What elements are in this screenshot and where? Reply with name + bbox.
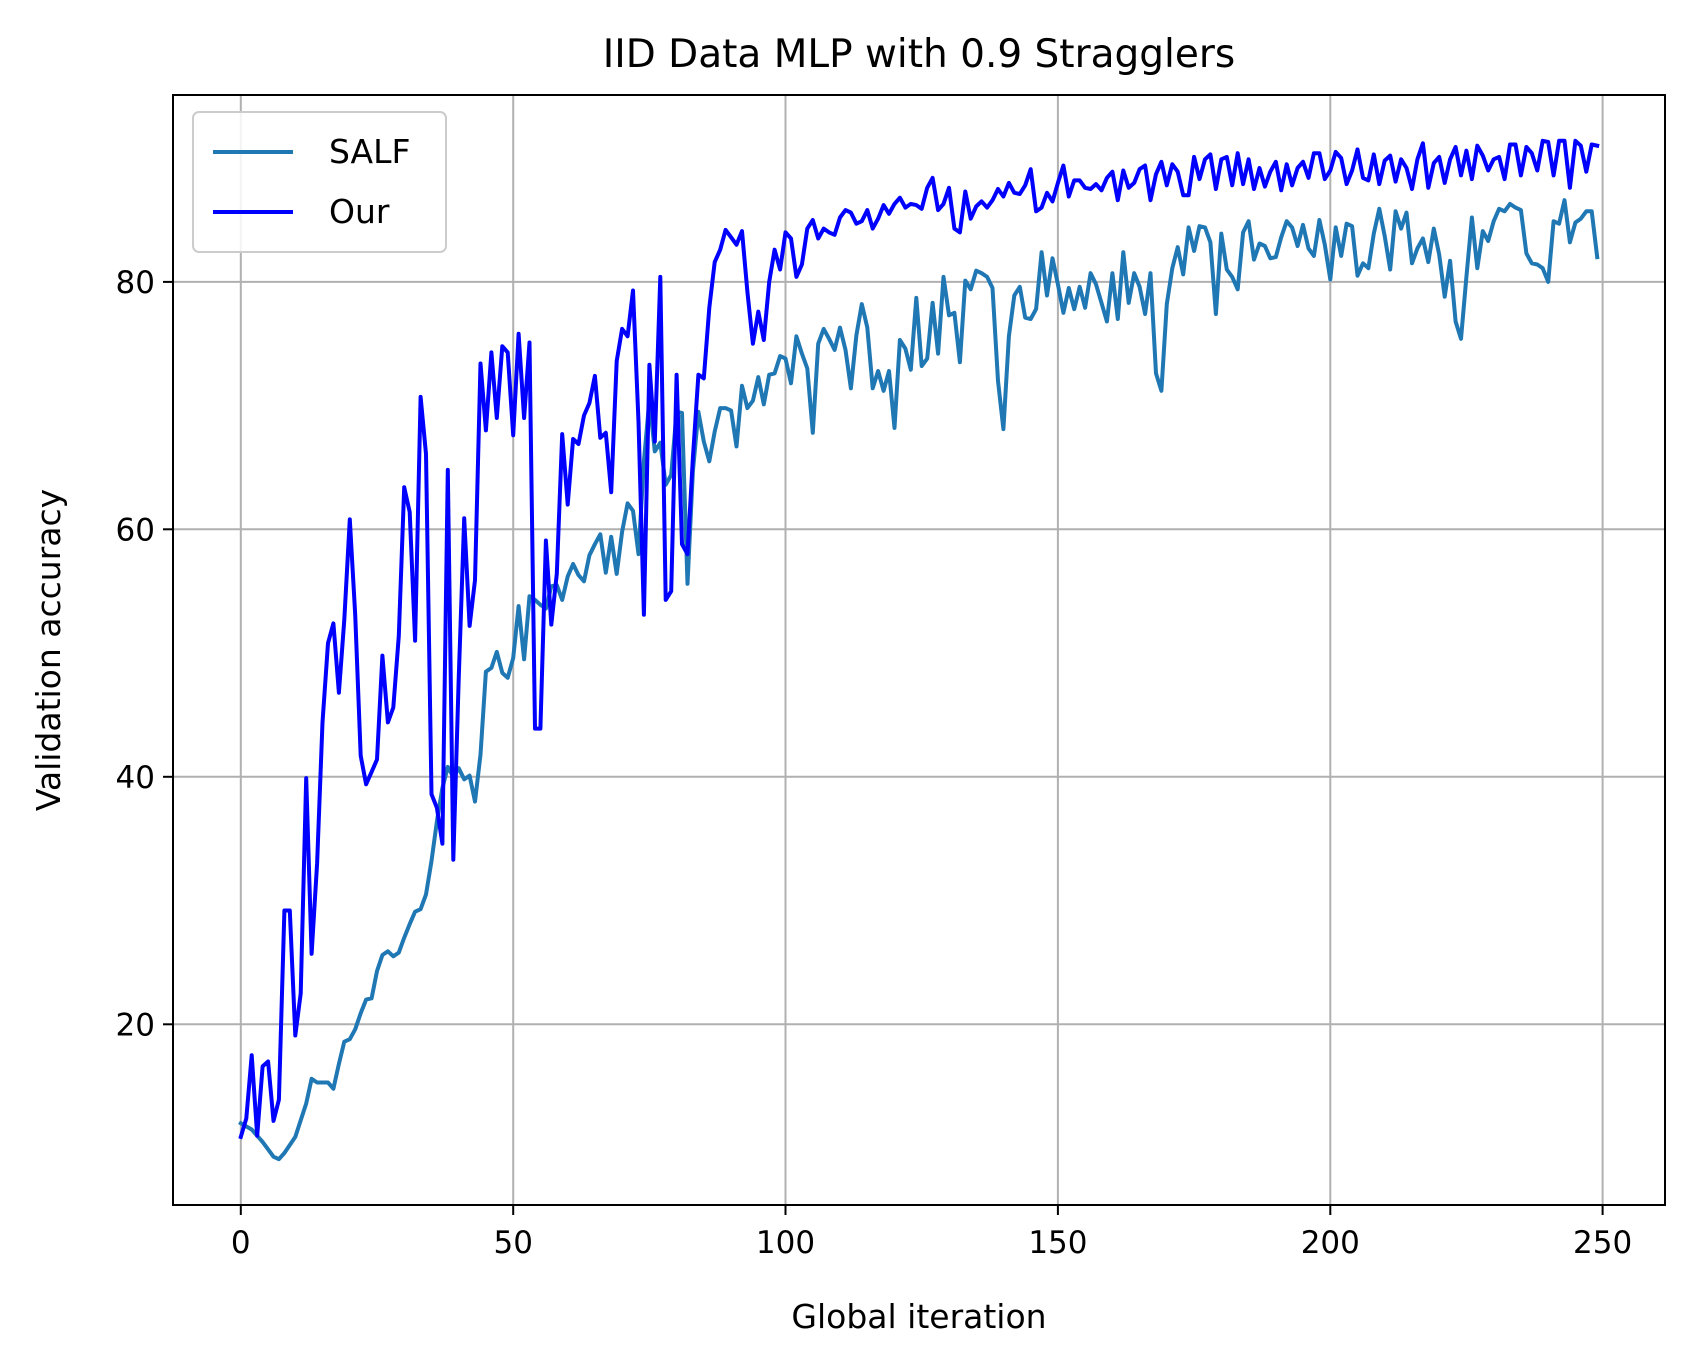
y-tick-label: 20	[116, 1007, 155, 1043]
x-tick-label: 0	[231, 1225, 251, 1261]
x-axis-ticks: 0 50 100 150 200 250	[231, 1205, 1632, 1261]
x-tick-label: 100	[756, 1225, 815, 1261]
x-tick-label: 150	[1028, 1225, 1087, 1261]
y-tick-label: 60	[116, 512, 155, 548]
series-line-salf	[238, 198, 1600, 1162]
x-tick-label: 50	[493, 1225, 532, 1261]
y-axis-ticks: 20 40 60 80	[116, 265, 173, 1043]
legend-box	[192, 111, 447, 253]
plot-area-frame	[172, 94, 1666, 1206]
y-tick-label: 40	[116, 760, 155, 796]
x-tick-label: 250	[1573, 1225, 1632, 1261]
plot-series	[238, 138, 1600, 1162]
legend-label-our: Our	[329, 192, 390, 231]
legend: SALF Our	[192, 111, 447, 253]
y-axis-label: Validation accuracy	[29, 489, 68, 811]
x-axis-label: Global iteration	[791, 1297, 1046, 1336]
legend-label-salf: SALF	[329, 132, 411, 171]
chart-title: IID Data MLP with 0.9 Stragglers	[603, 32, 1235, 77]
x-tick-label: 200	[1301, 1225, 1360, 1261]
series-line-our	[238, 138, 1600, 1140]
y-tick-label: 80	[116, 265, 155, 301]
